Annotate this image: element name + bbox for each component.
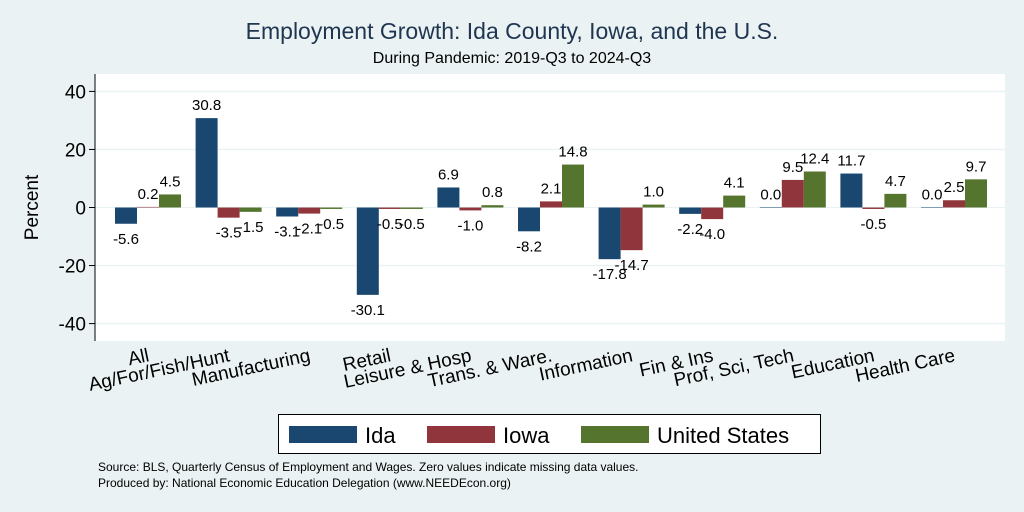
bar-value-label: 14.8 [558, 144, 587, 161]
bar [356, 207, 379, 295]
bar-value-label: 2.1 [541, 180, 562, 197]
bar [217, 207, 240, 218]
y-tick-label: 0 [75, 199, 86, 220]
bar [620, 207, 643, 251]
bar [965, 179, 987, 208]
bar [298, 207, 321, 214]
chart-subtitle: During Pandemic: 2019-Q3 to 2024-Q3 [372, 50, 652, 67]
x-tick-label: All [126, 345, 151, 370]
y-tick-label: -20 [59, 257, 86, 278]
bar [459, 207, 482, 211]
bar [320, 207, 343, 209]
bar [137, 206, 159, 208]
bar-value-label: 11.7 [837, 153, 865, 170]
bar [159, 194, 181, 208]
bar [195, 118, 218, 208]
bar-value-label: -0.5 [377, 216, 403, 233]
bar-value-label: -30.1 [351, 302, 385, 319]
x-tick-label: Information [537, 345, 634, 385]
bar-value-label: -14.7 [614, 257, 648, 274]
bar [598, 207, 621, 260]
bar-value-label: 6.9 [438, 166, 459, 183]
bar-value-label: 9.5 [782, 159, 803, 176]
bar-value-label: 4.7 [885, 173, 906, 190]
y-tick-label: 40 [65, 82, 86, 103]
bar [518, 207, 540, 232]
legend-swatch-united-states [581, 426, 649, 443]
bar-value-label: 4.1 [724, 175, 745, 192]
bar [701, 207, 724, 220]
bar-value-label: 2.5 [944, 179, 965, 196]
bar-value-label: -1.0 [457, 217, 483, 234]
bar-value-label: -0.5 [860, 216, 886, 233]
bar-value-label: -8.2 [516, 238, 542, 255]
bar [115, 207, 137, 224]
bar-value-label: -2.1 [296, 221, 322, 238]
bar-value-label: -0.5 [399, 216, 425, 233]
bar-value-label: 1.0 [643, 184, 664, 201]
bar-value-label: 12.4 [800, 151, 829, 168]
bar-value-label: -17.8 [592, 266, 626, 283]
bar-value-label: 0.2 [138, 186, 159, 203]
legend: Ida Iowa United States [278, 414, 821, 454]
bar [884, 193, 907, 208]
bar [759, 207, 782, 208]
y-tick-label: -40 [59, 315, 86, 336]
bar [840, 173, 863, 208]
bar [400, 207, 423, 209]
chart-title: Employment Growth: Ida County, Iowa, and… [245, 18, 779, 44]
source-note: Source: BLS, Quarterly Census of Employm… [98, 460, 639, 474]
bar-value-label: 0.8 [482, 184, 503, 201]
bar-value-label: -2.2 [677, 221, 703, 238]
bar [276, 207, 299, 217]
bar-value-label: 0.0 [760, 187, 781, 204]
producer-note: Produced by: National Economic Education… [98, 476, 511, 490]
legend-label-ida: Ida [365, 423, 396, 448]
bar [562, 164, 584, 208]
bar [921, 207, 943, 208]
bar [679, 207, 702, 214]
bar-value-label: 0.0 [922, 187, 943, 204]
legend-swatch-iowa [427, 426, 495, 443]
bar-value-label: 9.7 [966, 158, 987, 175]
bar-value-label: -3.5 [216, 225, 242, 242]
bar-value-label: -4.0 [699, 226, 725, 243]
bar [943, 200, 965, 208]
bar [642, 204, 665, 208]
bar-value-label: -3.1 [274, 223, 300, 240]
legend-label-united-states: United States [657, 423, 790, 448]
bar [862, 207, 885, 209]
bar-value-label: 30.8 [192, 97, 221, 114]
y-tick-label: 20 [65, 140, 86, 161]
bar [437, 187, 460, 208]
bar-value-label: 4.5 [160, 173, 181, 190]
legend-label-iowa: Iowa [503, 423, 550, 448]
y-axis-label: Percent [22, 174, 43, 240]
bar [378, 207, 401, 209]
bar-value-label: -0.5 [318, 216, 344, 233]
bar [481, 205, 504, 208]
bar-value-label: -1.5 [238, 219, 264, 236]
bar [239, 207, 262, 212]
legend-swatch-ida [289, 426, 357, 443]
bar [723, 195, 746, 208]
bar [803, 171, 826, 208]
bar-value-label: -5.6 [113, 231, 139, 248]
bar [540, 201, 562, 208]
bar [781, 179, 804, 208]
